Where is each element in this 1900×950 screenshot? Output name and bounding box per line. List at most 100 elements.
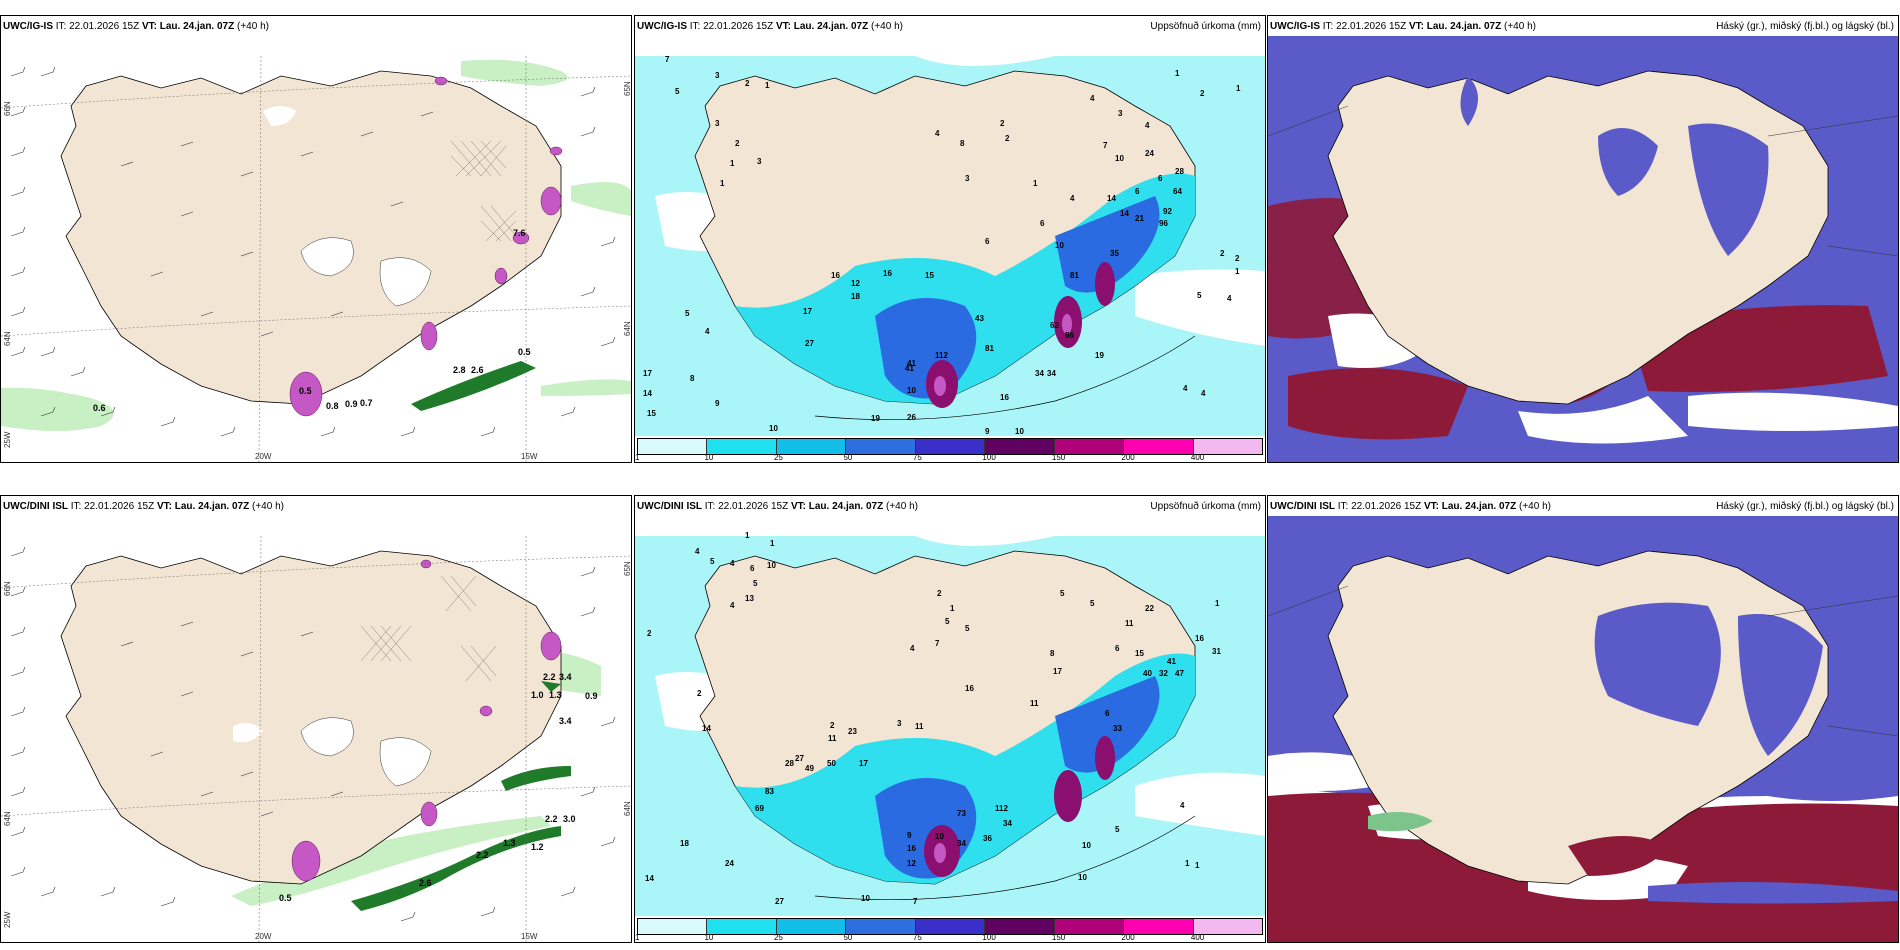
lat-label: 64N <box>623 801 632 816</box>
precip-value: 6 <box>1105 709 1110 718</box>
colorbar-swatch <box>1193 919 1262 934</box>
precip-value: 5 <box>710 557 715 566</box>
colorbar-swatch <box>985 919 1055 934</box>
lon-label: 20W <box>255 452 272 461</box>
row2-cloud-header: UWC/DINI ISL IT: 22.01.2026 15Z VT: Lau.… <box>1270 501 1551 512</box>
precip-value: 3 <box>897 719 902 728</box>
precip-value: 81 <box>985 344 994 353</box>
precip-value: 3 <box>715 71 720 80</box>
lat-label: 66N <box>3 581 12 596</box>
row2-precip-numbers: 1 1 4 5 4 6 5 10 13 4 2 2 2 1 5 5 4 7 5 … <box>645 531 1221 906</box>
row1-wind-panel: 0.6 0.8 0.9 0.7 2.8 0.5 0.5 7.6 2.6 UWC/… <box>0 15 632 463</box>
precip-value: 5 <box>965 624 970 633</box>
precip-value: 112 <box>995 804 1008 813</box>
precip-value: 81 <box>1070 271 1079 280</box>
precip-value: 14 <box>1120 209 1129 218</box>
colorbar-swatch <box>638 439 708 454</box>
precip-value: 6 <box>1135 187 1140 196</box>
precip-value: 3 <box>965 174 970 183</box>
wind-label: 1.3 <box>503 838 516 848</box>
precip-value: 5 <box>1090 599 1095 608</box>
precip-value: 14 <box>645 874 654 883</box>
row2-wind-panel: 0.5 2.6 3.4 1.3 1.2 2.2 3.0 1.0 1.3 0.9 … <box>0 495 632 943</box>
wind-label: 2.8 <box>453 365 466 375</box>
row2-wind-map: 0.5 2.6 3.4 1.3 1.2 2.2 3.0 1.0 1.3 0.9 … <box>1 496 631 942</box>
precip-value: 27 <box>775 897 784 906</box>
colorbar-tick: 10 <box>704 933 714 942</box>
row1-wind-map: 0.6 0.8 0.9 0.7 2.8 0.5 0.5 7.6 2.6 <box>1 16 631 462</box>
precip-value: 16 <box>907 844 916 853</box>
precip-value: 34 <box>1035 369 1044 378</box>
precip-value: 12 <box>907 859 916 868</box>
colorbar-swatch <box>776 439 847 454</box>
precip-value: 17 <box>643 369 652 378</box>
precip-value: 27 <box>795 754 804 763</box>
precip-value: 6 <box>985 237 990 246</box>
colorbar-tick: 75 <box>912 933 922 942</box>
wind-label: 1.0 <box>531 690 544 700</box>
lat-label: 66N <box>3 101 12 116</box>
precip-value: 14 <box>702 724 711 733</box>
precip-value: 17 <box>1053 667 1062 676</box>
precip-value: 10 <box>935 832 944 841</box>
precip-value: 47 <box>1175 669 1184 678</box>
precip-value: 11 <box>915 722 924 731</box>
precip-value: 15 <box>1135 649 1144 658</box>
row2-precip-header: UWC/DINI ISL IT: 22.01.2026 15Z VT: Lau.… <box>637 501 918 512</box>
colorbar-tick: 50 <box>843 933 853 942</box>
cloud-title: Háský (gr.), miðský (fj.bl.) og lágský (… <box>1716 501 1894 512</box>
precip-value: 17 <box>859 759 868 768</box>
precip-value: 1 <box>1215 599 1220 608</box>
precip-value: 5 <box>1197 291 1202 300</box>
lon-label: 15W <box>521 452 538 461</box>
lat-label: 25W <box>3 911 12 928</box>
precip-value: 40 <box>1143 669 1152 678</box>
precip-value: 73 <box>957 809 966 818</box>
precip-value: 1 <box>730 159 735 168</box>
precip-value: 2 <box>1235 254 1240 263</box>
precip-value: 2 <box>1220 249 1225 258</box>
precip-value: 6 <box>1040 219 1045 228</box>
precip-value: 16 <box>1195 634 1204 643</box>
lat-label: 64N <box>623 321 632 336</box>
precip-value: 9 <box>907 831 912 840</box>
precip-value: 34 <box>1003 819 1012 828</box>
wind-label: 0.6 <box>93 403 106 413</box>
lead-time: (+40 h) <box>871 21 903 32</box>
precip-value: 7 <box>913 897 918 906</box>
precip-value: 6 <box>1115 644 1120 653</box>
lead-time: (+40 h) <box>252 501 284 512</box>
precip-value: 31 <box>1212 647 1221 656</box>
precip-value: 10 <box>767 561 776 570</box>
precip-value: 8 <box>690 374 695 383</box>
precip-value: 4 <box>1183 384 1188 393</box>
row2-wind-header: UWC/DINI ISL IT: 22.01.2026 15Z VT: Lau.… <box>3 501 284 512</box>
precip-value: 6 <box>1158 174 1163 183</box>
precip-value: 4 <box>1227 294 1232 303</box>
init-time: IT: 22.01.2026 15Z <box>704 501 789 512</box>
precip-value: 4 <box>935 129 940 138</box>
colorbar-tick: 400 <box>1190 453 1205 462</box>
wind-label: 0.5 <box>299 386 312 396</box>
lead-time: (+40 h) <box>1504 21 1536 32</box>
precip-value: 28 <box>785 759 794 768</box>
model-name: UWC/DINI ISL <box>3 501 68 512</box>
precip-value: 3 <box>757 157 762 166</box>
lat-label: 64N <box>3 811 12 826</box>
lat-label: 64N <box>3 331 12 346</box>
wind-label: 1.3 <box>549 690 562 700</box>
colorbar-tick: 100 <box>982 453 996 462</box>
precip-value: 24 <box>725 859 734 868</box>
precip-value: 32 <box>1159 669 1168 678</box>
precip-value: 35 <box>1110 249 1119 258</box>
precip-value: 16 <box>883 269 892 278</box>
wind-label: 0.8 <box>326 401 339 411</box>
precip-value: 19 <box>1095 351 1104 360</box>
precip-value: 1 <box>1195 861 1200 870</box>
precip-value: 86 <box>1065 331 1074 340</box>
init-time: IT: 22.01.2026 15Z <box>1322 21 1407 32</box>
colorbar-tick: 1 <box>635 453 640 462</box>
precip-value: 7 <box>665 55 670 64</box>
precip-value: 3 <box>715 119 720 128</box>
precip-value: 10 <box>1115 154 1124 163</box>
